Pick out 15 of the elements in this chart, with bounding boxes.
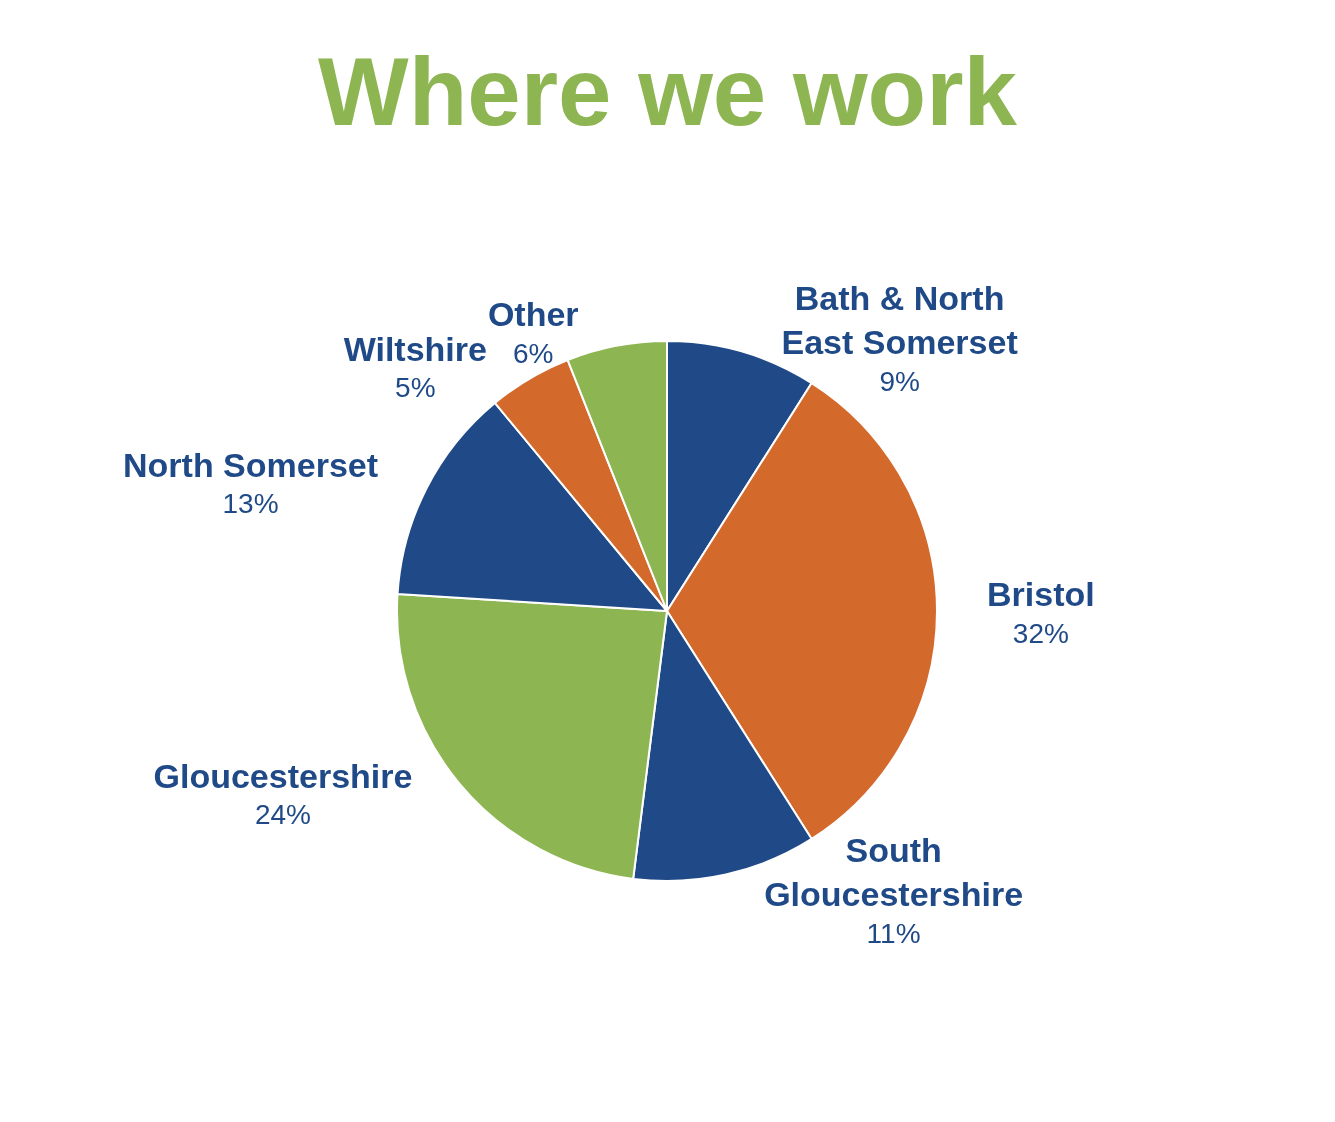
slice-label: Bristol <box>987 575 1095 613</box>
slice-label: South Gloucestershire <box>764 831 1024 914</box>
data-label: 32% <box>1012 617 1069 649</box>
slice-label: Bath & North East Somerset <box>781 279 1018 362</box>
data-label: 5% <box>395 372 436 404</box>
slice-label: Wiltshire <box>343 329 487 368</box>
data-label: 11% <box>866 917 921 949</box>
slice-label: North Somerset <box>123 445 379 484</box>
data-label: 13% <box>222 488 279 520</box>
chart-title: Where we work <box>318 37 1018 145</box>
data-label: 9% <box>879 365 920 397</box>
data-label: 6% <box>513 337 554 369</box>
data-label: 24% <box>254 799 311 831</box>
slice-label: Gloucestershire <box>153 756 413 795</box>
slice-label: Other <box>487 295 579 334</box>
